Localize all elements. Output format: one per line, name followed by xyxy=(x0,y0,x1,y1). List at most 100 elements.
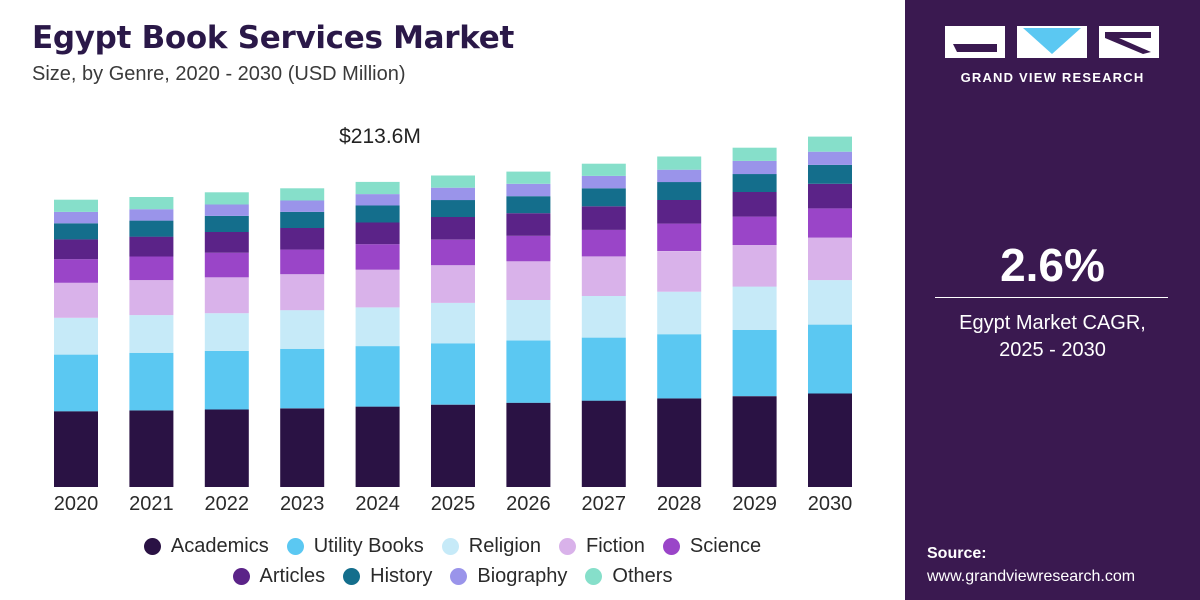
chart-subtitle: Size, by Genre, 2020 - 2030 (USD Million… xyxy=(32,63,406,85)
legend-item-academics: Academics xyxy=(143,535,269,558)
bar-segment-history-2022 xyxy=(204,215,249,232)
legend-swatch-utility-books xyxy=(286,538,304,555)
bar-segment-religion-2028 xyxy=(657,291,702,335)
bar-segment-science-2022 xyxy=(204,252,249,278)
bar-segment-others-2027 xyxy=(581,163,626,176)
bar-segment-utility-books-2026 xyxy=(506,340,551,403)
bar-segment-religion-2027 xyxy=(581,296,626,338)
bar-segment-others-2030 xyxy=(808,136,852,152)
bar-segment-fiction-2024 xyxy=(355,269,400,308)
x-tick-label-2029: 2029 xyxy=(732,493,777,515)
bar-segment-others-2029 xyxy=(732,147,777,161)
bar-segment-religion-2020 xyxy=(54,317,98,355)
bar-segment-others-2020 xyxy=(54,199,98,212)
legend-label-academics: Academics xyxy=(170,535,269,557)
legend-swatch-others xyxy=(585,568,603,585)
bar-segment-others-2023 xyxy=(280,188,325,201)
bar-segment-biography-2020 xyxy=(54,211,98,224)
bar-segment-fiction-2023 xyxy=(280,274,325,311)
x-tick-label-2025: 2025 xyxy=(431,493,476,515)
bar-segment-academics-2030 xyxy=(808,393,852,487)
bar-segment-science-2024 xyxy=(355,244,400,270)
bar-segment-academics-2023 xyxy=(280,408,325,487)
bar-segment-biography-2027 xyxy=(581,175,626,189)
bar-segment-others-2024 xyxy=(355,181,400,195)
cagr-label: Egypt Market CAGR, 2025 - 2030 xyxy=(905,310,1200,364)
x-tick-label-2020: 2020 xyxy=(54,493,99,515)
bar-segment-science-2021 xyxy=(129,256,174,281)
x-tick-label-2022: 2022 xyxy=(205,493,250,515)
chart-panel: Egypt Book Services Market Size, by Genr… xyxy=(0,20,905,588)
bar-segment-fiction-2026 xyxy=(506,261,551,300)
legend-label-articles: Articles xyxy=(259,565,326,587)
bar-segment-academics-2026 xyxy=(506,402,551,487)
legend-swatch-academics xyxy=(143,538,161,555)
bar-segment-biography-2026 xyxy=(506,183,551,197)
cagr-divider xyxy=(935,297,1168,298)
bar-segment-academics-2024 xyxy=(355,406,400,487)
bar-segment-religion-2026 xyxy=(506,300,551,341)
bar-segment-academics-2028 xyxy=(657,398,702,487)
legend-label-history: History xyxy=(370,565,433,587)
x-tick-label-2023: 2023 xyxy=(280,493,325,515)
bar-segment-others-2026 xyxy=(506,171,551,184)
legend-label-fiction: Fiction xyxy=(586,535,645,557)
bar-segment-religion-2021 xyxy=(129,315,174,353)
bar-segment-fiction-2028 xyxy=(657,251,702,292)
bar-segment-fiction-2030 xyxy=(808,237,852,281)
bar-segment-science-2025 xyxy=(431,239,475,266)
legend-item-religion: Religion xyxy=(441,535,541,558)
legend-item-utility-books: Utility Books xyxy=(286,535,424,558)
bar-segment-history-2025 xyxy=(431,200,475,217)
legend-label-biography: Biography xyxy=(477,565,568,587)
cagr-label-line-1: Egypt Market CAGR, xyxy=(959,312,1146,334)
bar-segment-academics-2029 xyxy=(732,396,777,487)
bar-segment-history-2020 xyxy=(54,223,98,240)
bar-segment-history-2028 xyxy=(657,182,702,200)
bar-segment-articles-2021 xyxy=(129,236,174,257)
bar-segment-fiction-2020 xyxy=(54,282,98,318)
bar-segment-utility-books-2027 xyxy=(581,337,626,401)
cagr-label-line-2: 2025 - 2030 xyxy=(999,339,1106,361)
bar-segment-others-2022 xyxy=(204,192,249,205)
bar-segment-fiction-2029 xyxy=(732,245,777,287)
bar-segment-others-2028 xyxy=(657,156,702,170)
bar-segment-academics-2022 xyxy=(204,409,249,487)
value-annotation: $213.6M xyxy=(339,125,421,148)
bar-segment-science-2028 xyxy=(657,223,702,251)
bar-segment-religion-2030 xyxy=(808,280,852,325)
bar-segment-academics-2025 xyxy=(431,404,475,487)
x-tick-label-2027: 2027 xyxy=(582,493,627,515)
bar-segment-articles-2028 xyxy=(657,200,702,224)
bar-segment-biography-2023 xyxy=(280,200,325,212)
source-label: Source: xyxy=(927,545,987,562)
bar-segment-articles-2022 xyxy=(204,232,249,253)
source-link[interactable]: www.grandviewresearch.com xyxy=(927,568,1136,585)
bar-segment-biography-2025 xyxy=(431,187,475,201)
x-tick-label-2024: 2024 xyxy=(355,493,400,515)
legend-swatch-history xyxy=(343,568,361,585)
bar-segment-science-2027 xyxy=(581,229,626,257)
bar-segment-history-2023 xyxy=(280,211,325,228)
bar-segment-biography-2030 xyxy=(808,151,852,165)
legend-swatch-science xyxy=(662,538,680,555)
bar-segment-articles-2029 xyxy=(732,192,777,217)
bar-segment-science-2026 xyxy=(506,235,551,262)
legend-row-2: Articles History Biography Others xyxy=(0,565,905,588)
legend-label-utility-books: Utility Books xyxy=(313,535,424,557)
cagr-value: 2.6% xyxy=(1000,239,1105,291)
bar-segment-utility-books-2023 xyxy=(280,348,325,409)
x-tick-label-2026: 2026 xyxy=(506,493,551,515)
bar-segment-fiction-2025 xyxy=(431,265,475,303)
bar-segment-utility-books-2022 xyxy=(204,350,249,410)
bar-segment-religion-2023 xyxy=(280,310,325,349)
bar-segment-fiction-2022 xyxy=(204,277,249,314)
bar-segment-religion-2024 xyxy=(355,307,400,347)
legend-item-articles: Articles xyxy=(232,565,326,588)
bar-segment-history-2027 xyxy=(581,188,626,207)
legend-row-1: Academics Utility Books Religion Fiction… xyxy=(0,535,905,558)
bar-segment-religion-2025 xyxy=(431,302,475,344)
bar-segment-religion-2022 xyxy=(204,313,249,351)
bar-segment-fiction-2027 xyxy=(581,256,626,296)
